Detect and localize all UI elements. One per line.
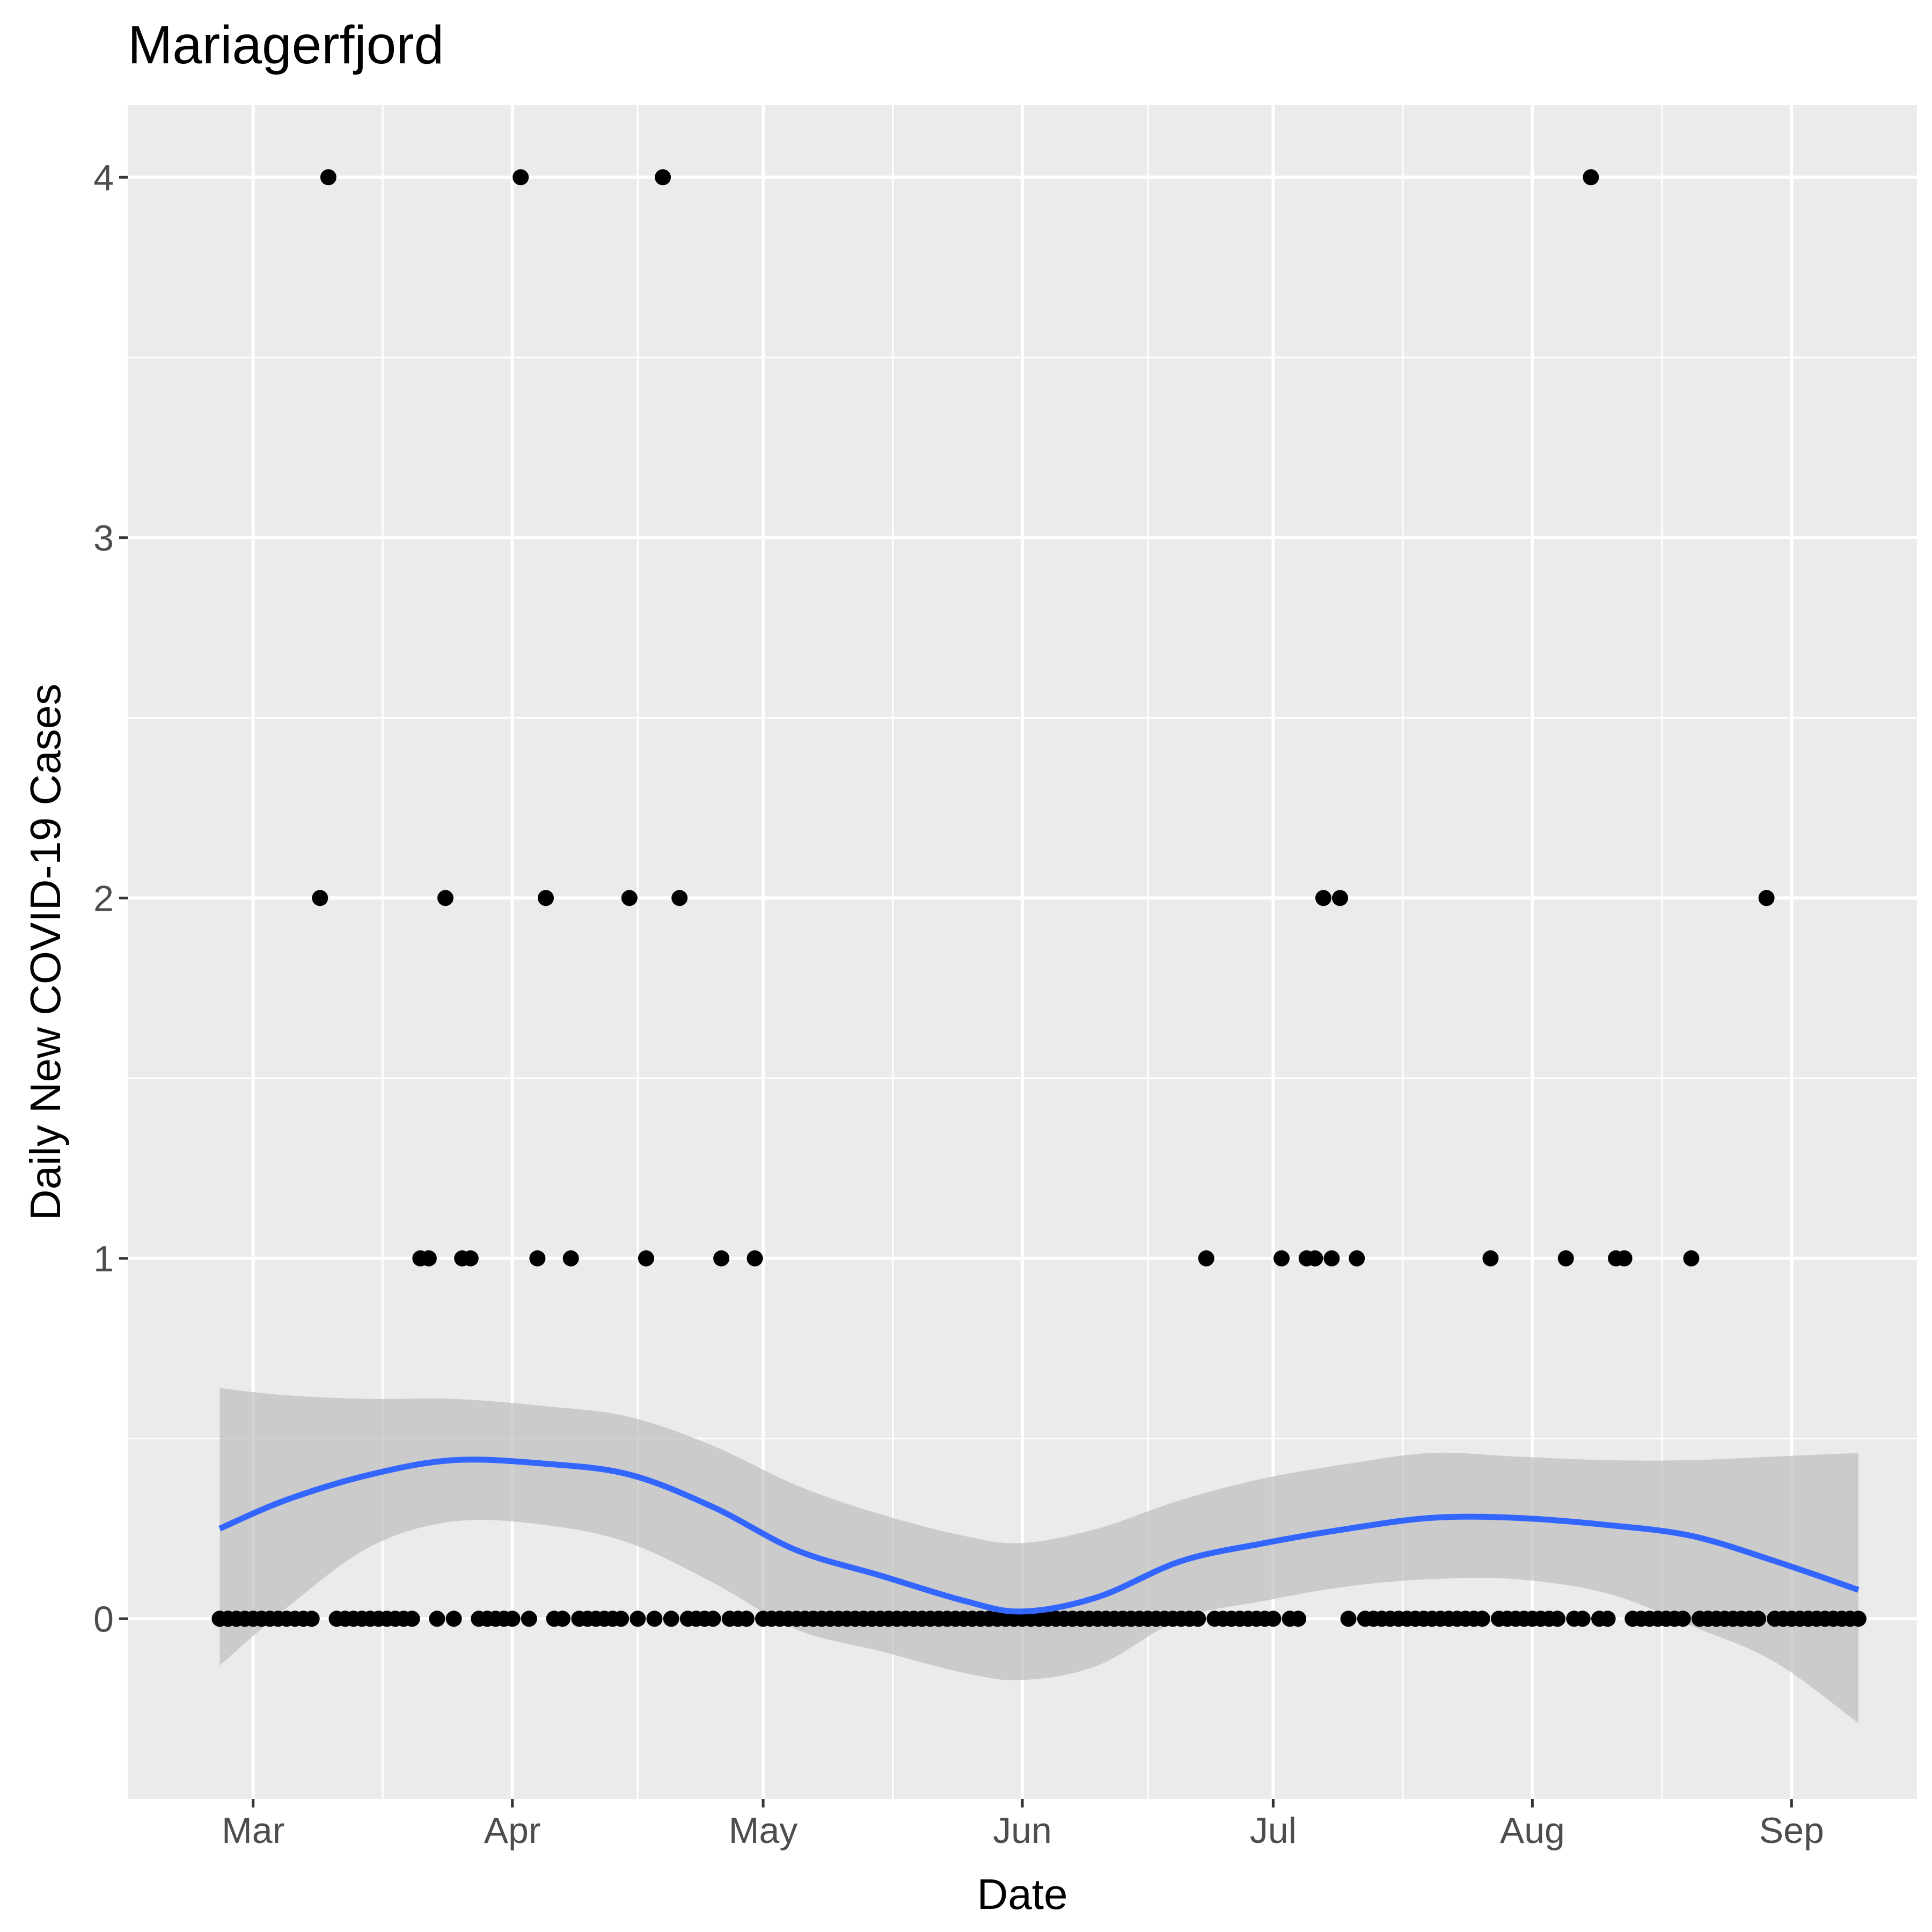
data-point <box>420 1250 437 1267</box>
x-axis-title: Date <box>977 1870 1068 1918</box>
y-tick-label: 0 <box>93 1599 114 1640</box>
x-tick-label: Mar <box>222 1810 284 1851</box>
data-point <box>1290 1611 1307 1627</box>
data-point <box>1674 1611 1691 1627</box>
data-point <box>521 1611 537 1627</box>
data-point <box>504 1611 521 1627</box>
data-points <box>211 169 1867 1627</box>
data-point <box>1482 1250 1499 1267</box>
data-point <box>1198 1250 1214 1267</box>
y-tick-label: 4 <box>93 157 114 198</box>
data-point <box>303 1611 320 1627</box>
x-tick-label: Sep <box>1759 1810 1824 1851</box>
y-tick-label: 1 <box>93 1239 114 1279</box>
data-point <box>1340 1611 1357 1627</box>
data-point <box>747 1250 763 1267</box>
x-tick-label: May <box>729 1810 797 1851</box>
data-point <box>1599 1611 1616 1627</box>
data-point <box>429 1611 445 1627</box>
data-point <box>562 1250 579 1267</box>
chart-title: Mariagerfjord <box>128 15 444 75</box>
data-point <box>1349 1250 1365 1267</box>
data-point <box>1683 1250 1700 1267</box>
data-point <box>663 1611 679 1627</box>
data-point <box>1265 1611 1282 1627</box>
x-tick-label: Jun <box>993 1810 1052 1851</box>
data-point <box>671 890 688 906</box>
x-tick-label: Apr <box>484 1810 541 1851</box>
data-point <box>312 890 328 906</box>
data-point <box>1315 890 1331 906</box>
data-point <box>1750 1611 1766 1627</box>
data-point <box>513 169 529 186</box>
data-point <box>1616 1250 1633 1267</box>
data-point <box>1549 1611 1566 1627</box>
smooth-line <box>218 1457 1860 1615</box>
x-tick-label: Jul <box>1250 1810 1297 1851</box>
data-point <box>437 890 453 906</box>
x-tick-label: Aug <box>1500 1810 1565 1851</box>
data-point <box>1850 1611 1867 1627</box>
y-tick-label: 2 <box>93 878 114 919</box>
data-point <box>538 890 554 906</box>
y-axis-title: Daily New COVID-19 Cases <box>21 684 69 1220</box>
data-point <box>613 1611 630 1627</box>
data-point <box>554 1611 571 1627</box>
data-point <box>630 1611 646 1627</box>
y-tick-label: 3 <box>93 518 114 559</box>
data-point <box>1307 1250 1323 1267</box>
x-axis: Mar Apr May Jun Jul Aug Sep <box>222 1799 1824 1851</box>
data-point <box>646 1611 663 1627</box>
data-point <box>1583 169 1599 186</box>
data-point <box>404 1611 420 1627</box>
data-point <box>738 1611 755 1627</box>
data-point <box>462 1250 479 1267</box>
data-point <box>1758 890 1775 906</box>
data-point <box>621 890 638 906</box>
data-point <box>1474 1611 1490 1627</box>
data-point <box>638 1250 654 1267</box>
data-point <box>1323 1250 1340 1267</box>
data-point <box>655 169 671 186</box>
data-point <box>705 1611 721 1627</box>
data-point <box>529 1250 546 1267</box>
y-axis: 0 1 2 3 4 <box>93 157 128 1640</box>
data-point <box>1557 1250 1574 1267</box>
data-point <box>713 1250 730 1267</box>
data-point <box>1274 1250 1290 1267</box>
data-point <box>445 1611 462 1627</box>
data-point <box>1574 1611 1591 1627</box>
data-point <box>1332 890 1348 906</box>
data-point <box>1190 1611 1206 1627</box>
data-point <box>320 169 336 186</box>
